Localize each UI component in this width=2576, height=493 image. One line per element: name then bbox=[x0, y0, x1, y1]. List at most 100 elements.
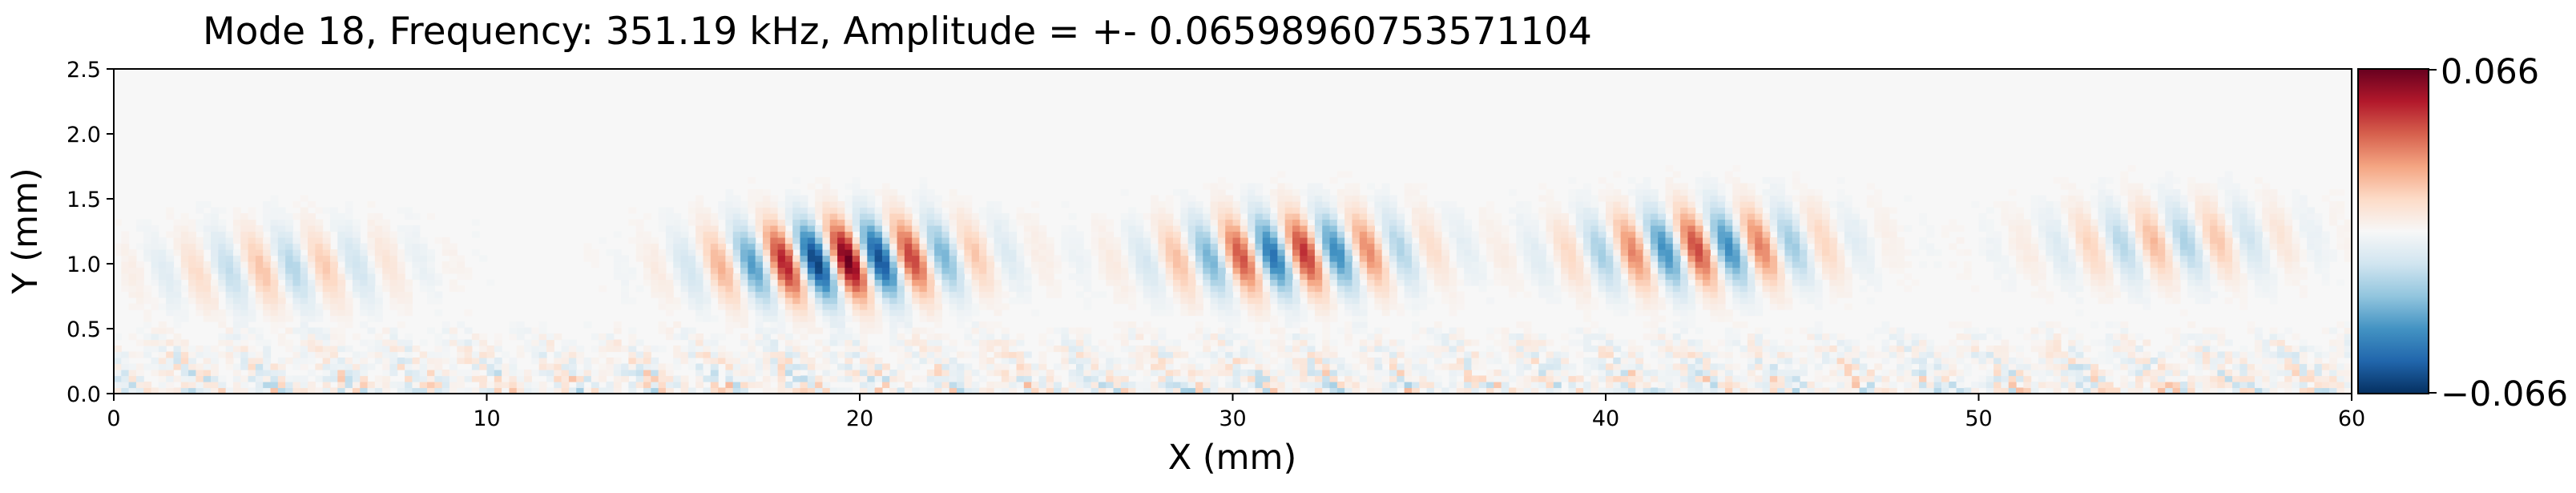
heatmap-cell bbox=[1740, 346, 1748, 353]
heatmap-cell bbox=[382, 279, 391, 286]
heatmap-cell bbox=[2082, 267, 2091, 274]
heatmap-cell bbox=[740, 363, 748, 370]
heatmap-cell bbox=[225, 261, 234, 269]
heatmap-cell bbox=[2344, 363, 2352, 370]
heatmap-cell bbox=[2179, 267, 2188, 274]
heatmap-cell bbox=[1897, 363, 1905, 370]
heatmap-cell bbox=[1411, 382, 1420, 389]
heatmap-cell bbox=[1792, 346, 1800, 353]
heatmap-cell bbox=[1769, 363, 1778, 370]
heatmap-cell bbox=[1336, 297, 1345, 305]
heatmap-cell bbox=[687, 255, 696, 262]
heatmap-cell bbox=[912, 267, 921, 274]
heatmap-cell bbox=[2195, 255, 2203, 262]
heatmap-cell bbox=[2269, 285, 2278, 293]
heatmap-cell bbox=[1158, 273, 1167, 281]
heatmap-cell bbox=[695, 363, 704, 370]
heatmap-cell bbox=[352, 291, 361, 298]
heatmap-cell bbox=[1441, 291, 1450, 298]
heatmap-cell bbox=[687, 339, 696, 346]
heatmap-cell bbox=[994, 273, 1002, 281]
heatmap-cell bbox=[1732, 339, 1741, 346]
heatmap-cell bbox=[725, 370, 734, 377]
heatmap-cell bbox=[277, 370, 286, 377]
heatmap-cell bbox=[658, 267, 667, 274]
heatmap-cell bbox=[1449, 297, 1457, 305]
heatmap-cell bbox=[1404, 387, 1413, 394]
heatmap-cell bbox=[2135, 346, 2143, 353]
heatmap-cell bbox=[322, 351, 331, 358]
heatmap-cell bbox=[203, 267, 212, 274]
heatmap-cell bbox=[2284, 375, 2293, 382]
heatmap-cell bbox=[1516, 273, 1525, 281]
heatmap-cell bbox=[2008, 279, 2017, 286]
heatmap-cell bbox=[687, 387, 696, 394]
heatmap-cell bbox=[397, 255, 405, 262]
heatmap-cell bbox=[1449, 267, 1457, 274]
heatmap-cell bbox=[1038, 255, 1047, 262]
heatmap-cell bbox=[2262, 387, 2271, 394]
heatmap-cell bbox=[2239, 285, 2248, 293]
heatmap-cell bbox=[502, 382, 510, 389]
heatmap-cell bbox=[1627, 370, 1636, 377]
heatmap-cell bbox=[1627, 267, 1636, 274]
heatmap-cell bbox=[695, 382, 704, 389]
heatmap-cell bbox=[240, 249, 249, 257]
heatmap-cell bbox=[1374, 279, 1383, 286]
heatmap-cell bbox=[1411, 346, 1420, 353]
heatmap-cell bbox=[531, 351, 540, 358]
heatmap-cell bbox=[829, 291, 838, 298]
heatmap-cell bbox=[1836, 255, 1845, 262]
heatmap-cell bbox=[1464, 375, 1473, 382]
heatmap-cell bbox=[329, 261, 338, 269]
heatmap-cell bbox=[1508, 261, 1517, 269]
heatmap-cell bbox=[240, 387, 249, 394]
heatmap-cell bbox=[449, 243, 458, 250]
heatmap-cell bbox=[322, 273, 331, 281]
heatmap-cell bbox=[360, 309, 369, 317]
heatmap-cell bbox=[2344, 370, 2352, 377]
heatmap-cell bbox=[1374, 261, 1383, 269]
heatmap-cell bbox=[673, 279, 682, 286]
heatmap-cell bbox=[986, 333, 995, 341]
heatmap-cell bbox=[1568, 375, 1577, 382]
heatmap-cell bbox=[1575, 339, 1584, 346]
heatmap-cell bbox=[1881, 261, 1890, 269]
heatmap-cell bbox=[576, 351, 585, 358]
heatmap-cell bbox=[397, 285, 405, 293]
heatmap-cell bbox=[1919, 370, 1927, 377]
heatmap-cell bbox=[1344, 363, 1353, 370]
heatmap-cell bbox=[2008, 358, 2017, 365]
heatmap-cell bbox=[1397, 346, 1405, 353]
heatmap-cell bbox=[591, 358, 599, 365]
heatmap-cell bbox=[1650, 279, 1659, 286]
heatmap-cell bbox=[2068, 255, 2077, 262]
heatmap-cell bbox=[1359, 315, 1368, 322]
heatmap-cell bbox=[1158, 327, 1167, 334]
heatmap-cell bbox=[941, 363, 950, 370]
heatmap-cell bbox=[1322, 261, 1331, 269]
heatmap-cell bbox=[1478, 358, 1487, 365]
heatmap-cell bbox=[673, 303, 682, 310]
heatmap-cell bbox=[389, 303, 398, 310]
heatmap-cell bbox=[1143, 351, 1151, 358]
heatmap-cell bbox=[1359, 303, 1368, 310]
heatmap-cell bbox=[270, 273, 279, 281]
heatmap-cell bbox=[2060, 249, 2069, 257]
heatmap-cell bbox=[800, 382, 808, 389]
heatmap-cell bbox=[135, 370, 144, 377]
heatmap-cell bbox=[1464, 351, 1473, 358]
heatmap-cell bbox=[2127, 279, 2136, 286]
heatmap-cell bbox=[1225, 387, 1234, 394]
heatmap-cell bbox=[1658, 315, 1667, 322]
heatmap-cell bbox=[419, 375, 428, 382]
heatmap-cell bbox=[2098, 297, 2106, 305]
heatmap-cell bbox=[1217, 339, 1226, 346]
heatmap-cell bbox=[1307, 363, 1316, 370]
heatmap-cell bbox=[173, 375, 182, 382]
heatmap-cell bbox=[1643, 249, 1651, 257]
heatmap-cell bbox=[225, 309, 234, 317]
heatmap-cell bbox=[748, 285, 756, 293]
heatmap-cell bbox=[740, 261, 748, 269]
heatmap-cell bbox=[173, 297, 182, 305]
